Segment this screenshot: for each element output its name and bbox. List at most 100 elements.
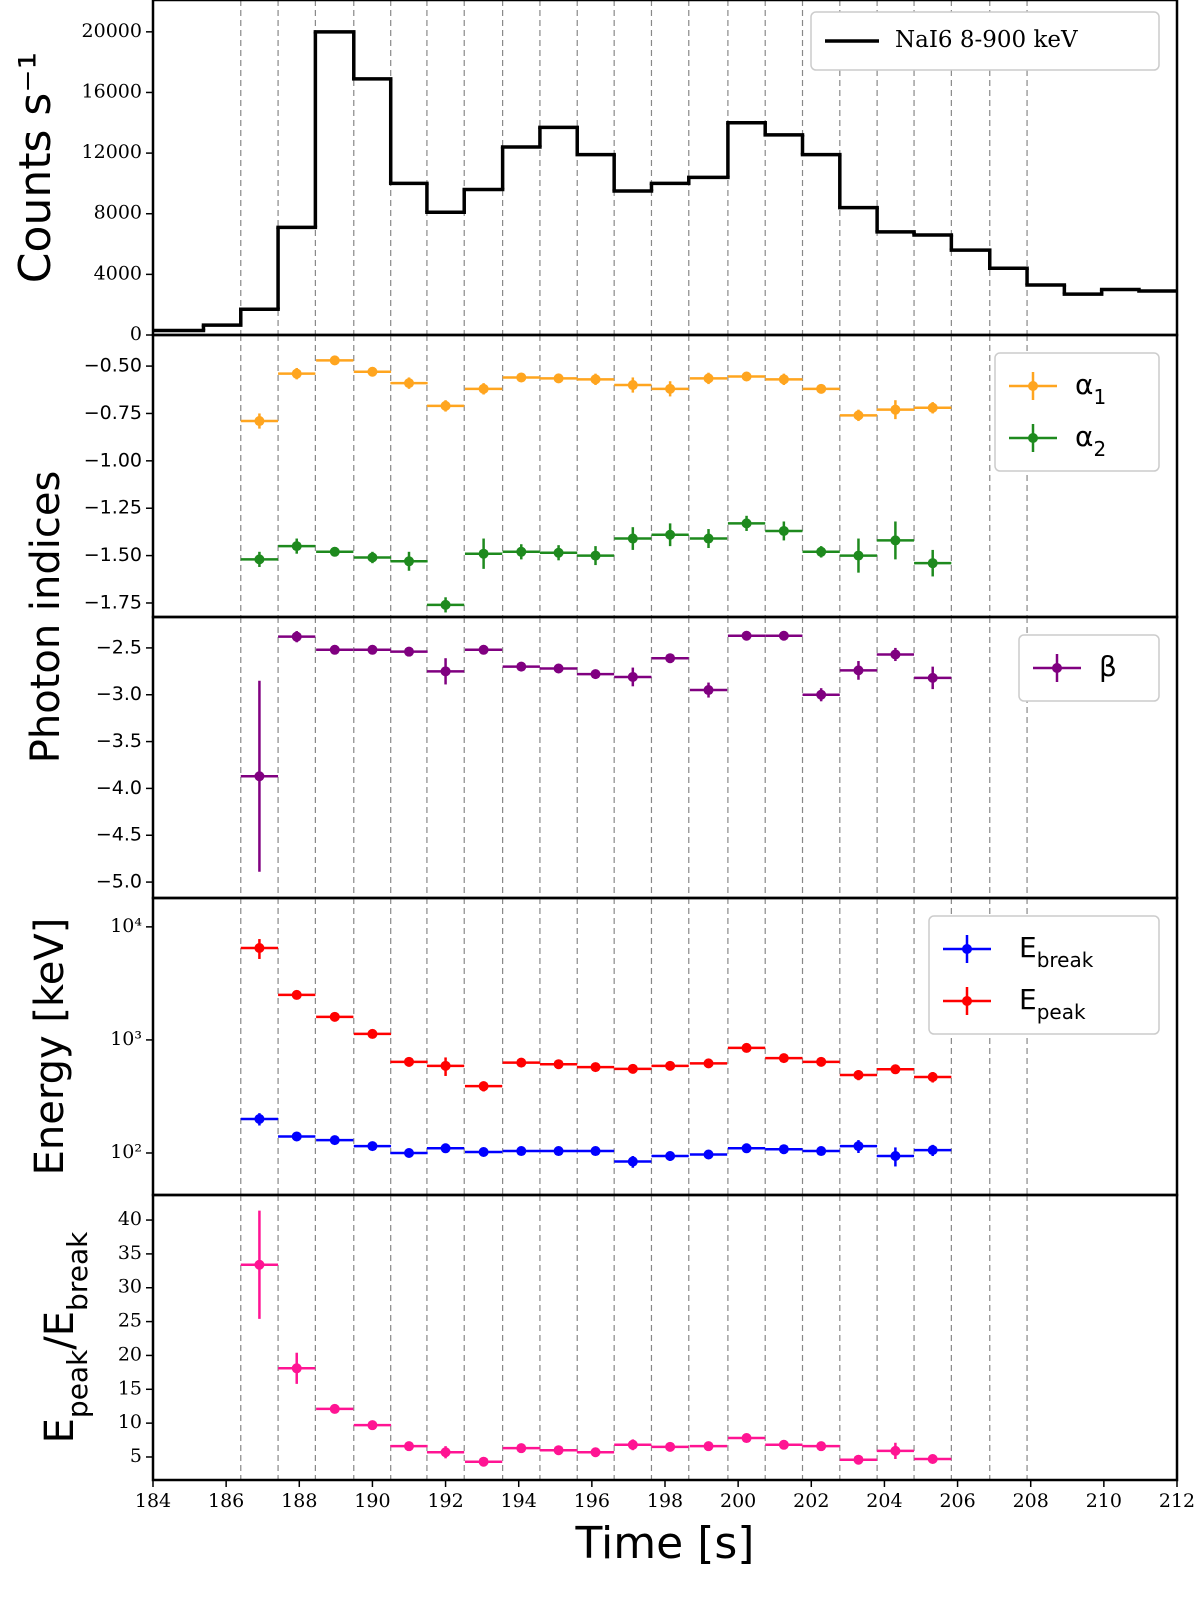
point <box>927 1145 938 1156</box>
y-axis-label: Epeak/Ebreak <box>37 1231 94 1443</box>
point <box>590 1146 601 1157</box>
point <box>778 374 789 385</box>
point <box>741 1143 752 1154</box>
point <box>927 1454 938 1465</box>
point <box>404 646 414 657</box>
point <box>440 1447 451 1458</box>
legend-label: Ebreak <box>1019 931 1094 972</box>
point <box>741 630 752 641</box>
point <box>254 943 265 954</box>
point <box>404 378 414 389</box>
point <box>627 1063 638 1074</box>
point <box>890 1064 901 1075</box>
legend-swatch <box>962 944 972 954</box>
point <box>404 556 414 567</box>
y-tick-label: 10⁴ <box>110 915 142 937</box>
point <box>329 644 340 655</box>
point <box>703 1149 714 1160</box>
point <box>778 1144 789 1155</box>
point <box>440 400 451 411</box>
y-axis-label: Photon indices <box>23 471 69 764</box>
legend-label: Epeak <box>1019 983 1086 1024</box>
point <box>254 1259 265 1270</box>
y-tick-label: 15 <box>118 1377 142 1399</box>
point <box>367 1141 378 1152</box>
point <box>816 546 827 557</box>
point <box>291 631 302 642</box>
x-tick-label: 184 <box>135 1490 171 1512</box>
point <box>703 685 714 696</box>
legend-label: NaI6 8-900 keV <box>895 27 1078 53</box>
legend-label-base: E <box>1019 931 1037 964</box>
marks <box>240 355 952 613</box>
point <box>329 355 340 366</box>
point <box>516 661 527 672</box>
y-tick-label: −1.00 <box>84 449 142 471</box>
y-tick-label: 16000 <box>82 80 142 102</box>
point <box>927 1071 938 1082</box>
point <box>853 1141 864 1152</box>
legend-swatch <box>962 996 972 1006</box>
point <box>478 1147 489 1158</box>
x-tick-label: 196 <box>574 1490 610 1512</box>
legend-swatch <box>1052 663 1062 673</box>
point <box>703 533 714 544</box>
y-tick-label: 10² <box>110 1141 142 1163</box>
y-tick-label: 4000 <box>94 262 142 284</box>
x-tick-label: 200 <box>720 1490 756 1512</box>
point <box>440 666 451 677</box>
y-axis-label-part: E <box>37 1418 83 1443</box>
point <box>853 410 864 421</box>
y-tick-label: 10³ <box>110 1028 142 1050</box>
legend-label-sub: peak <box>1037 1000 1086 1024</box>
y-tick-label: −4.0 <box>96 777 142 799</box>
point <box>516 1057 527 1068</box>
point <box>478 644 489 655</box>
y-tick-label: −1.25 <box>84 497 142 519</box>
point <box>590 1062 601 1073</box>
y-tick-label: −0.75 <box>84 402 142 424</box>
y-tick-label: 35 <box>118 1242 142 1264</box>
point <box>853 1069 864 1080</box>
y-tick-label: 5 <box>130 1445 142 1467</box>
point <box>254 416 265 427</box>
point <box>665 1151 676 1162</box>
point <box>367 1028 378 1039</box>
point <box>703 1441 714 1452</box>
y-axis-label: Counts s⁻¹ <box>10 52 61 283</box>
legend-box <box>810 11 1160 71</box>
point <box>703 1058 714 1069</box>
marks <box>153 30 1177 333</box>
marks <box>240 939 952 1168</box>
point <box>927 402 938 413</box>
y-tick-label: −1.75 <box>84 591 142 613</box>
point <box>291 989 302 1000</box>
point <box>553 373 564 384</box>
point <box>741 371 752 382</box>
point <box>816 1146 827 1157</box>
point <box>254 771 265 782</box>
point <box>590 550 601 561</box>
y-tick-label: 0 <box>130 323 142 345</box>
legend-label-base: α <box>1075 368 1093 401</box>
point <box>291 1363 302 1374</box>
y-tick-label: −0.50 <box>84 355 142 377</box>
point <box>890 535 901 546</box>
point <box>665 529 676 540</box>
legend-label-sub: break <box>1037 948 1094 972</box>
point <box>516 546 527 557</box>
point <box>404 1441 414 1452</box>
legend-swatch <box>1028 433 1038 443</box>
y-tick-label: −5.0 <box>96 871 142 893</box>
point <box>627 1439 638 1450</box>
point <box>741 1042 752 1053</box>
point <box>703 373 714 384</box>
y-axis-label-part: break <box>61 1231 94 1311</box>
point <box>890 649 901 660</box>
legend-label: β <box>1099 650 1117 683</box>
panel: −2.5 −3.0 −3.5 −4.0 −4.5 −5.0 β <box>96 615 1179 900</box>
point <box>440 599 451 610</box>
legend-label-base: β <box>1099 650 1117 683</box>
point <box>478 1456 489 1467</box>
